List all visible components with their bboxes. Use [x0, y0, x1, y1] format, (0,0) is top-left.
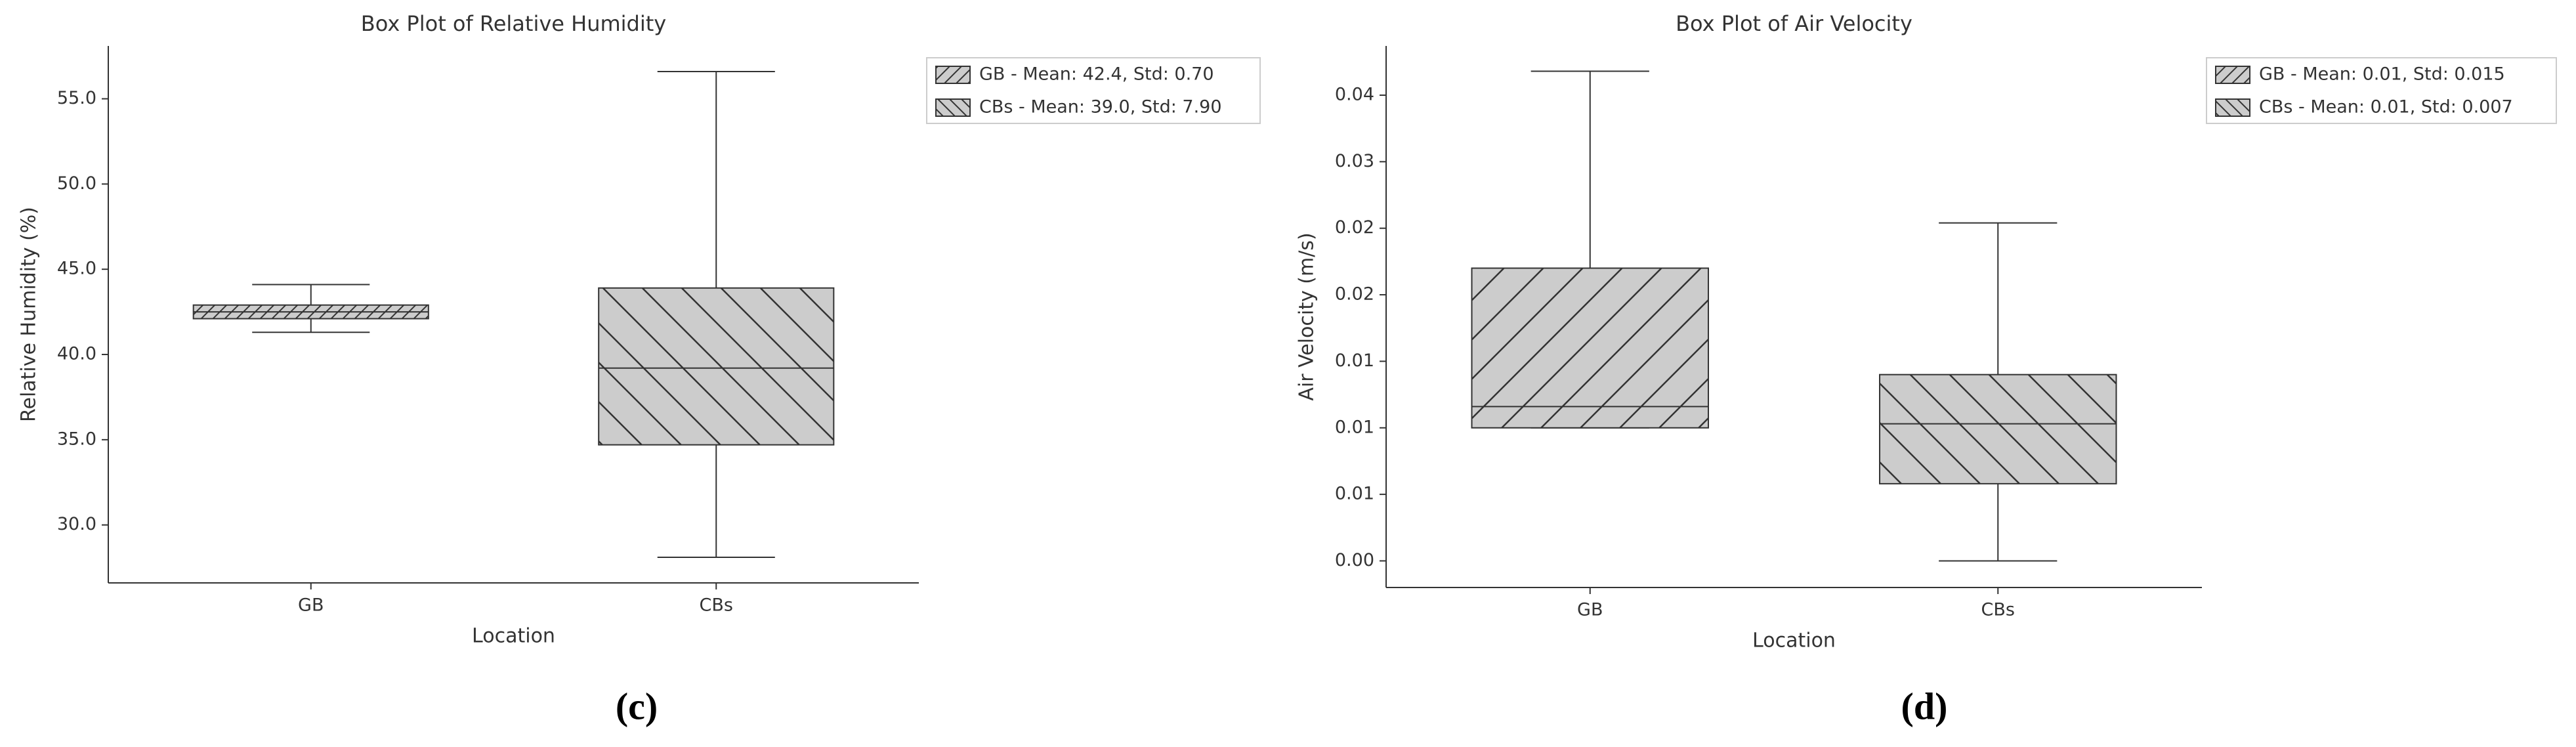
y-tick-label: 55.0: [57, 88, 96, 108]
legend-swatch: [2215, 98, 2250, 117]
y-tick-label: 0.03: [1335, 151, 1374, 171]
x-axis-label: Location: [472, 625, 555, 648]
y-tick-label: 35.0: [57, 429, 96, 449]
box: [1879, 222, 2117, 562]
x-tick-label: GB: [1577, 600, 1603, 620]
legend-box: [926, 57, 1261, 124]
y-tick-label: 0.02: [1335, 284, 1374, 305]
legend-label: CBs - Mean: 39.0, Std: 7.90: [979, 97, 1222, 117]
legend-box: [2206, 57, 2557, 124]
caption: (c): [616, 685, 658, 727]
legend-label: GB - Mean: 0.01, Std: 0.015: [2259, 64, 2505, 85]
y-tick-label: 0.01: [1335, 351, 1374, 371]
y-tick-label: 40.0: [57, 344, 96, 364]
y-tick-label: 0.01: [1335, 417, 1374, 437]
chart-title: Box Plot of Relative Humidity: [361, 11, 666, 36]
y-tick-label: 50.0: [57, 173, 96, 194]
chart-title: Box Plot of Air Velocity: [1676, 11, 1912, 36]
legend-swatch: [935, 66, 971, 84]
legend-swatch: [935, 98, 971, 117]
box: [1471, 70, 1709, 429]
x-tick-label: CBs: [700, 595, 733, 616]
box-body: [1471, 267, 1709, 429]
box: [192, 284, 429, 333]
y-tick-label: 45.0: [57, 259, 96, 279]
x-axis-label: Location: [1752, 630, 1836, 652]
legend-label: GB - Mean: 42.4, Std: 0.70: [979, 64, 1214, 85]
x-tick-label: CBs: [1981, 600, 2015, 620]
y-axis-label: Air Velocity (m/s): [1296, 232, 1319, 400]
caption: (d): [1901, 685, 1948, 727]
box-body: [1879, 374, 2117, 484]
y-tick-label: 0.01: [1335, 484, 1374, 504]
y-tick-label: 30.0: [57, 514, 96, 534]
y-tick-label: 0.04: [1335, 85, 1374, 105]
x-tick-label: GB: [298, 595, 324, 616]
y-tick-label: 0.00: [1335, 550, 1374, 570]
legend-label: CBs - Mean: 0.01, Std: 0.007: [2259, 97, 2513, 117]
y-axis-label: Relative Humidity (%): [18, 207, 41, 422]
box-body: [598, 287, 835, 446]
y-tick-label: 0.02: [1335, 217, 1374, 238]
legend-swatch: [2215, 66, 2250, 84]
box: [598, 70, 835, 559]
